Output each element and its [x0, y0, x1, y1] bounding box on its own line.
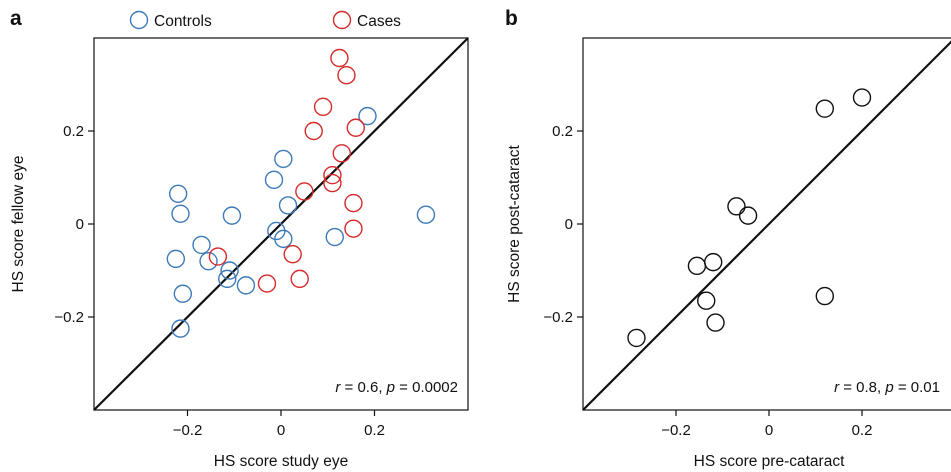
- x-axis-label-b: HS score pre-cataract: [694, 453, 845, 470]
- legend-marker-controls: [129, 10, 149, 30]
- data-point-controls: [173, 284, 193, 303]
- x-tick-label-b: 0: [765, 422, 773, 439]
- stat-p-value-a: = 0.0002: [395, 379, 458, 396]
- scatter-panel-b: −0.2 0 0.2 −0.2 0 0.2 r = 0.8, p = 0.01 HS sc…: [506, 37, 951, 470]
- ticks-b: −0.2 0 0.2 −0.2 0 0.2: [543, 123, 872, 439]
- stat-annotation-a: r = 0.6, p = 0.0002: [335, 379, 458, 396]
- x-tick-label-a: −0.2: [173, 422, 203, 439]
- x-axis-label-a: HS score study eye: [214, 453, 348, 470]
- data-point-controls: [199, 252, 218, 271]
- stat-p-symbol-b: p: [884, 379, 893, 396]
- y-tick-label-b: 0: [565, 216, 573, 233]
- stat-r-symbol-b: r: [834, 379, 840, 396]
- data-point-cases: [332, 144, 351, 163]
- data-point-cases: [313, 97, 333, 117]
- data-point-cases: [344, 219, 363, 238]
- data-point-cases: [323, 173, 342, 193]
- stat-r-value-a: = 0.6,: [340, 379, 386, 396]
- y-tick-label-a: −0.2: [54, 309, 84, 326]
- data-point-series-0: [815, 286, 834, 306]
- y-tick-label-b: −0.2: [543, 309, 573, 326]
- stat-annotation-b: r = 0.8, p = 0.01: [834, 379, 940, 396]
- data-point-cases: [337, 65, 356, 85]
- data-point-cases: [290, 269, 309, 289]
- scatter-panel-a: −0.2 0 0.2 −0.2 0 0.2 Controls Cases r = 0.6,…: [10, 10, 469, 470]
- x-tick-label-b: −0.2: [661, 422, 691, 439]
- legend-label-cases: Cases: [357, 13, 401, 30]
- data-point-cases: [323, 165, 342, 185]
- data-point-series-0: [706, 313, 725, 332]
- data-point-cases: [304, 121, 323, 141]
- stat-r-value-b: = 0.8,: [839, 379, 885, 396]
- legend-label-controls: Controls: [154, 13, 212, 30]
- data-point-cases: [346, 118, 365, 137]
- data-point-controls: [168, 184, 188, 203]
- data-point-controls: [171, 319, 190, 338]
- data-point-cases: [295, 182, 314, 201]
- data-point-cases: [330, 48, 349, 68]
- data-point-series-0: [687, 256, 707, 276]
- data-point-controls: [236, 276, 256, 295]
- data-point-series-0: [727, 197, 746, 216]
- data-point-series-0: [738, 206, 758, 225]
- identity-line-b-path: [582, 40, 951, 411]
- data-point-controls: [222, 206, 242, 225]
- data-point-cases: [208, 247, 228, 266]
- data-point-series-0: [627, 328, 646, 348]
- data-point-series-0: [852, 88, 872, 107]
- legend-a: Controls Cases: [129, 10, 401, 30]
- data-point-controls: [192, 235, 211, 255]
- data-point-controls: [274, 229, 293, 249]
- points-b: [627, 88, 872, 348]
- data-point-controls: [274, 149, 293, 169]
- data-point-cases: [283, 245, 302, 264]
- data-point-controls: [264, 170, 284, 190]
- y-tick-label-a: 0: [76, 216, 84, 233]
- data-point-cases: [344, 193, 363, 213]
- y-axis-label-b: HS score post-cataract: [506, 144, 523, 302]
- data-point-controls: [358, 106, 377, 126]
- stat-r-symbol-a: r: [335, 379, 341, 396]
- data-point-cases: [257, 274, 277, 293]
- panel-letter-b: b: [505, 7, 518, 30]
- x-tick-label-b: 0.2: [852, 422, 873, 439]
- data-point-controls: [166, 249, 186, 269]
- data-point-controls: [220, 261, 239, 280]
- data-point-controls: [171, 204, 190, 223]
- identity-line-b: [582, 40, 951, 411]
- legend-marker-cases: [332, 10, 352, 30]
- data-point-controls: [278, 196, 298, 215]
- data-point-controls: [416, 205, 436, 224]
- stat-p-value-b: = 0.01: [894, 379, 940, 396]
- stat-p-symbol-a: p: [386, 379, 395, 396]
- y-tick-label-a: 0.2: [63, 123, 84, 140]
- panel-letter-a: a: [10, 7, 22, 30]
- y-axis-label-a: HS score fellow eye: [10, 156, 27, 293]
- points-a: [166, 48, 436, 338]
- data-point-series-0: [815, 99, 834, 118]
- y-tick-label-b: 0.2: [552, 123, 573, 140]
- data-point-controls: [218, 269, 237, 289]
- data-point-series-0: [697, 291, 716, 310]
- x-tick-label-a: 0: [277, 422, 285, 439]
- x-tick-label-a: 0.2: [364, 422, 385, 439]
- ticks-a: −0.2 0 0.2 −0.2 0 0.2: [54, 123, 385, 439]
- data-point-controls: [325, 227, 344, 247]
- data-point-series-0: [704, 252, 723, 272]
